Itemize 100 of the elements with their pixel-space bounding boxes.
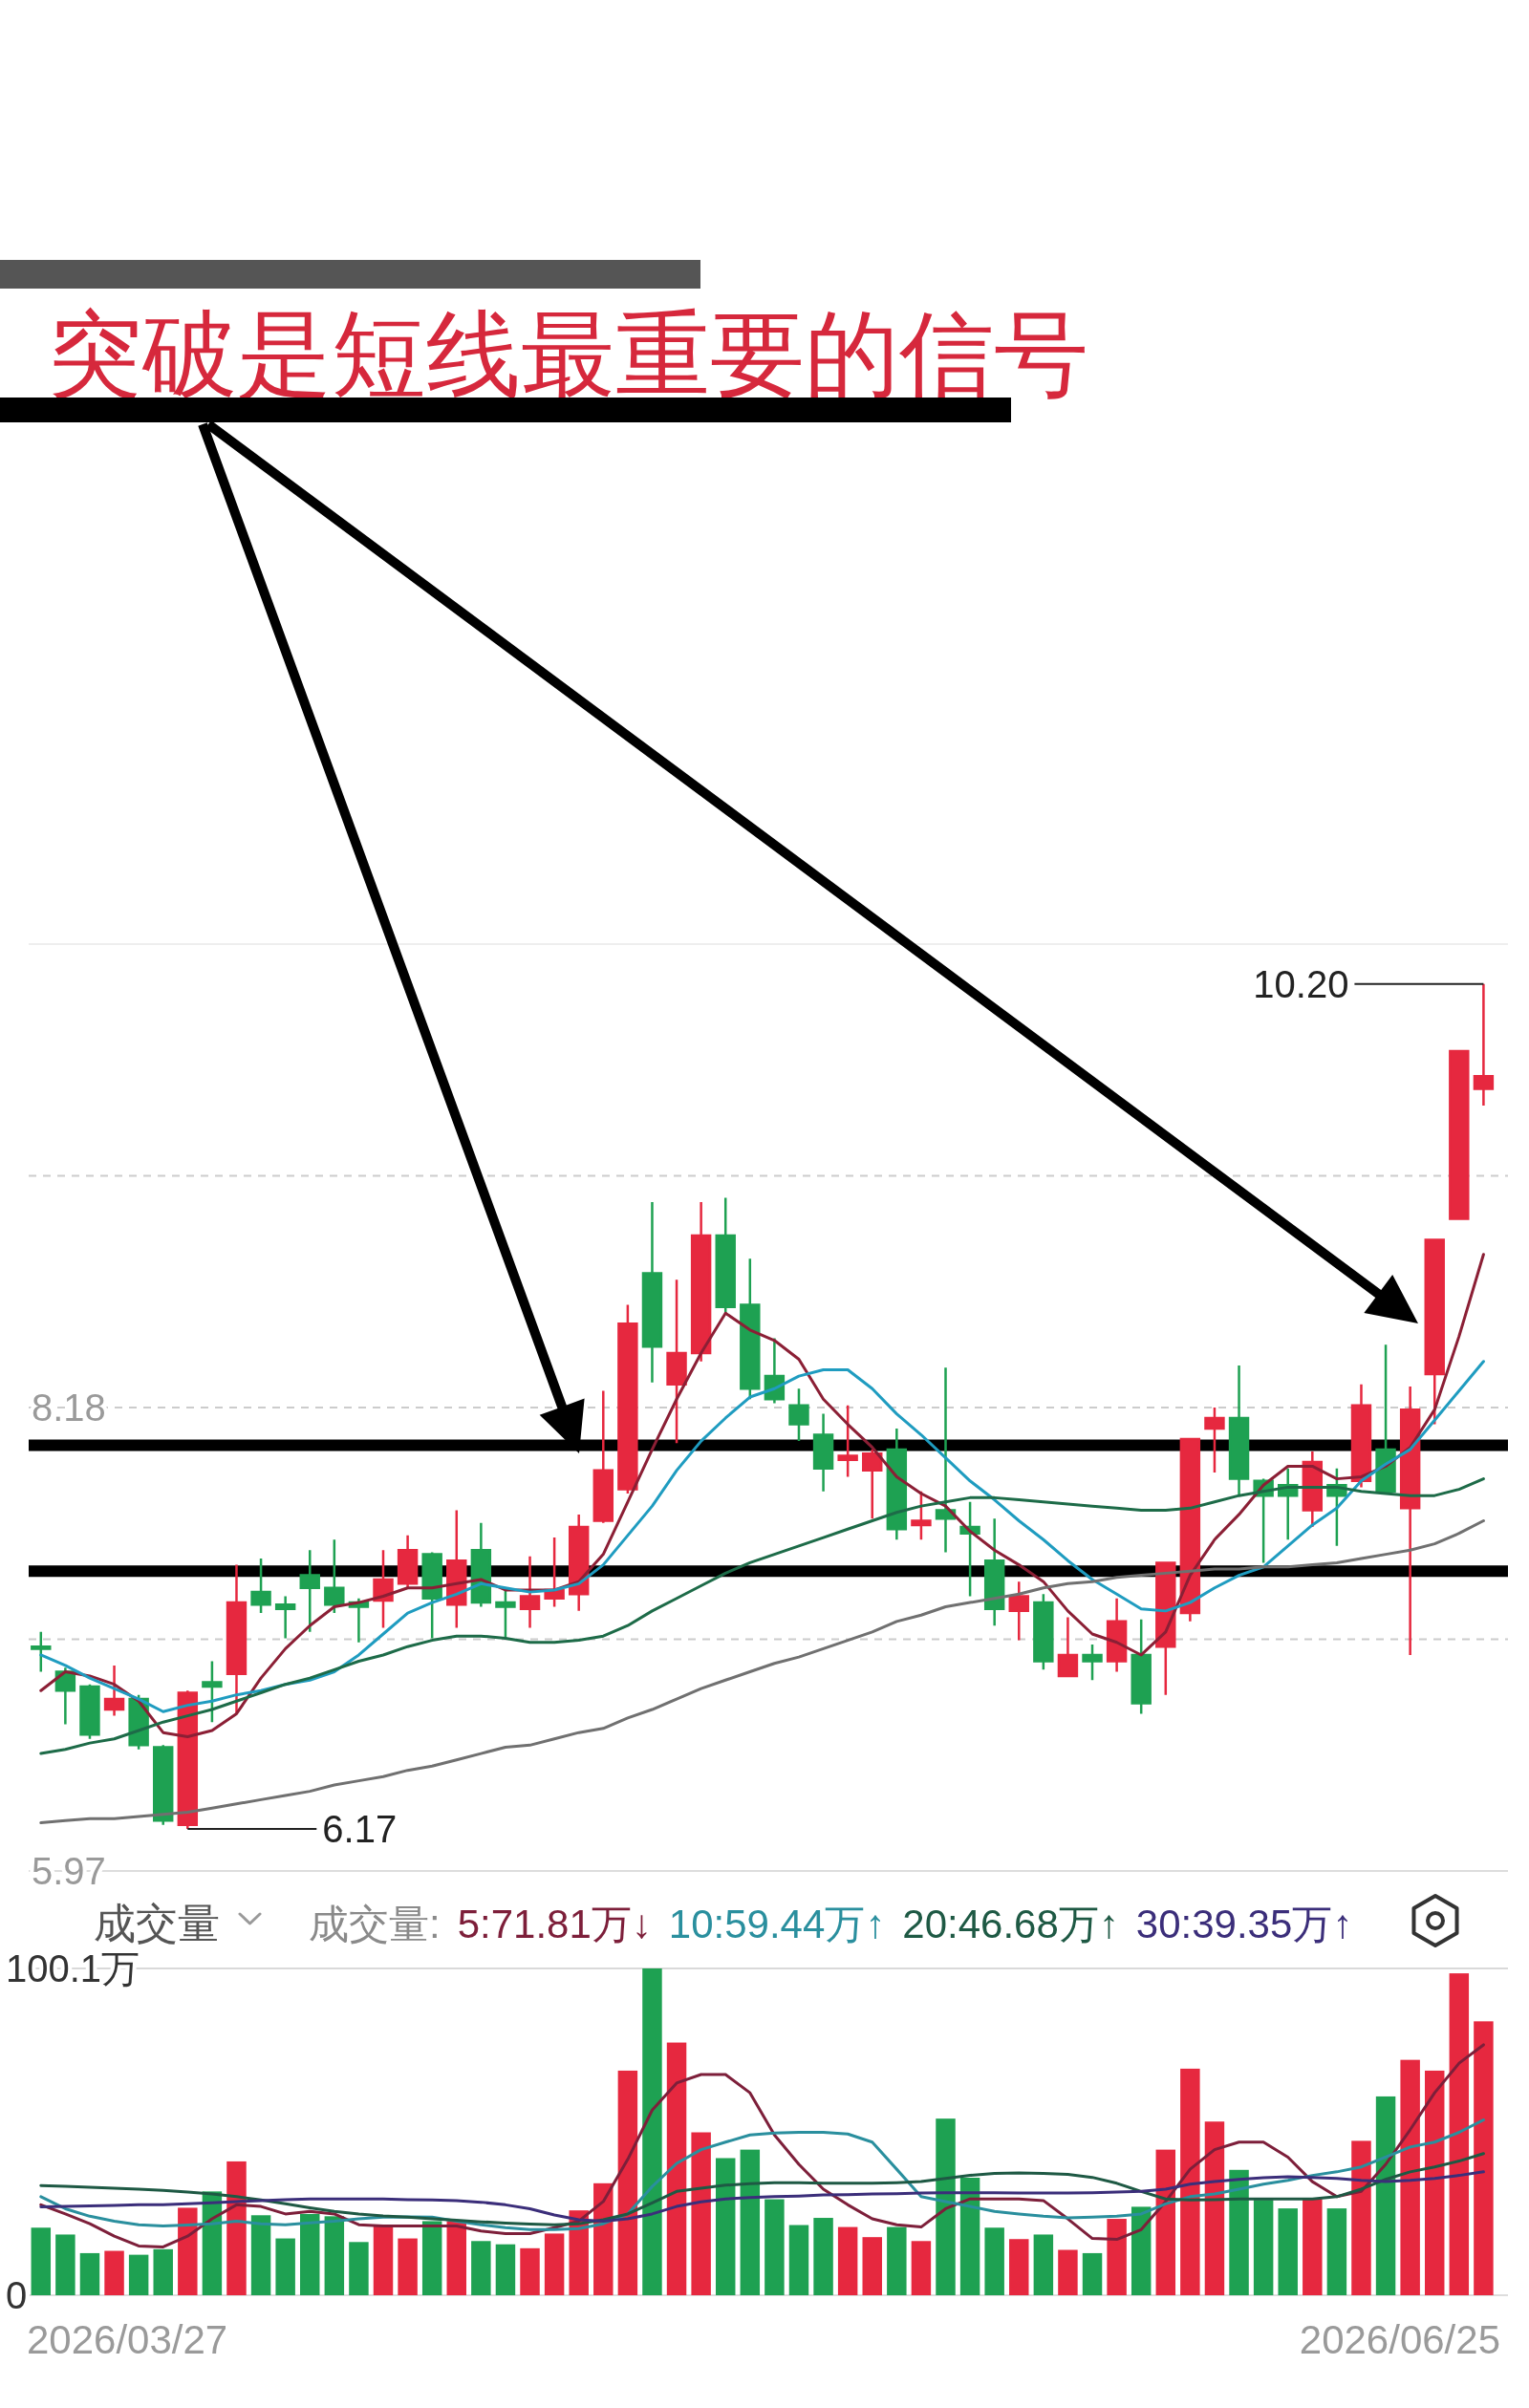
bar xyxy=(813,2218,833,2295)
candlestick xyxy=(1106,1597,1128,1673)
annotation: 6.17 xyxy=(322,1808,398,1851)
bar xyxy=(1400,2059,1420,2295)
bar xyxy=(862,2237,882,2295)
text: 2026/03/27 xyxy=(27,2317,228,2362)
candlestick xyxy=(568,1513,590,1613)
candlestick xyxy=(202,1660,223,1724)
candlestick xyxy=(153,1744,174,1826)
candlestick xyxy=(1204,1406,1225,1474)
line-series xyxy=(39,2170,1485,2223)
bar xyxy=(55,2234,75,2295)
candlestick xyxy=(1057,1616,1079,1678)
candlestick xyxy=(592,1389,614,1524)
candlestick xyxy=(1350,1383,1372,1489)
bar xyxy=(1033,2234,1054,2295)
candlestick xyxy=(299,1548,320,1634)
candlestick xyxy=(177,1689,199,1831)
text: 5:71.81万↓ xyxy=(457,1902,652,1946)
y-tick-label: 8.18 xyxy=(32,1387,106,1430)
candlestick xyxy=(1473,982,1495,1107)
candlestick xyxy=(1179,1437,1201,1623)
candlestick xyxy=(788,1387,809,1443)
candlestick xyxy=(886,1427,908,1541)
candlestick xyxy=(31,1630,52,1673)
candlestick xyxy=(812,1412,834,1494)
bar xyxy=(642,1968,662,2295)
line-series xyxy=(39,2043,1485,2248)
bar xyxy=(740,2149,761,2295)
candlestick xyxy=(1399,1385,1421,1657)
bar xyxy=(936,2118,956,2295)
candlestick xyxy=(1082,1643,1103,1682)
bar xyxy=(178,2207,198,2295)
candlestick xyxy=(666,1278,687,1445)
candlestick xyxy=(983,1517,1005,1627)
candlestick xyxy=(226,1563,248,1715)
bar xyxy=(153,2248,173,2295)
bar xyxy=(421,2221,442,2295)
bar xyxy=(349,2242,369,2295)
bar xyxy=(1155,2149,1176,2295)
candlestick xyxy=(690,1200,712,1363)
bar xyxy=(837,2226,858,2295)
bar xyxy=(1278,2208,1298,2295)
bar xyxy=(300,2213,320,2295)
chart-title: 成交量 xyxy=(94,1900,220,1946)
candlestick xyxy=(715,1196,736,1315)
candlestick xyxy=(519,1555,541,1629)
bar xyxy=(788,2225,809,2295)
bar xyxy=(666,2042,687,2295)
candlestick xyxy=(1008,1580,1029,1642)
bar xyxy=(617,2070,638,2295)
bar xyxy=(104,2250,124,2295)
candlestick xyxy=(79,1683,100,1740)
legend-title: 成交量: xyxy=(309,1902,441,1946)
bar xyxy=(691,2132,711,2295)
candlestick xyxy=(421,1551,442,1640)
candlestick xyxy=(837,1404,858,1478)
candlestick xyxy=(641,1200,663,1384)
bar xyxy=(1131,2206,1152,2295)
text: 2026/06/25 xyxy=(1299,2317,1500,2362)
candlestick xyxy=(862,1448,883,1520)
bar xyxy=(1009,2239,1029,2295)
bar xyxy=(495,2244,516,2295)
bar xyxy=(911,2241,932,2295)
bar xyxy=(1425,2070,1445,2295)
bar xyxy=(764,2199,785,2295)
chart-title: 突破是短线最重要的信号 xyxy=(48,301,1088,407)
bar xyxy=(373,2225,394,2295)
bar xyxy=(1107,2219,1127,2295)
bar xyxy=(1253,2200,1274,2295)
candlestick xyxy=(935,1366,957,1554)
bar xyxy=(1180,2068,1200,2295)
bar xyxy=(544,2233,565,2295)
candlestick xyxy=(274,1595,296,1640)
bar xyxy=(1449,1973,1470,2295)
candlestick xyxy=(740,1257,761,1401)
y-tick-label: 100.1万 xyxy=(6,1947,140,1990)
bar xyxy=(250,2215,271,2295)
line-series xyxy=(39,2152,1485,2226)
bar xyxy=(79,2252,100,2295)
bar xyxy=(275,2238,295,2295)
bar xyxy=(324,2216,345,2295)
bar xyxy=(31,2227,52,2295)
bar xyxy=(1474,2021,1494,2295)
bar xyxy=(959,2178,980,2295)
candlestick xyxy=(1131,1618,1152,1715)
bar xyxy=(1351,2140,1371,2295)
bar xyxy=(446,2221,466,2295)
bar xyxy=(1375,2096,1396,2295)
candlestick xyxy=(617,1303,638,1495)
bar xyxy=(715,2158,736,2295)
candlestick xyxy=(959,1500,980,1598)
candlestick xyxy=(103,1664,125,1717)
candlestick xyxy=(1449,1049,1470,1220)
y-tick-label: 5.97 xyxy=(32,1850,106,1893)
text: 10:59.44万↑ xyxy=(668,1902,886,1946)
bar xyxy=(1204,2121,1225,2295)
annotation: 10.20 xyxy=(1253,962,1349,1005)
candlestick xyxy=(544,1536,565,1608)
bar xyxy=(1303,2199,1323,2295)
